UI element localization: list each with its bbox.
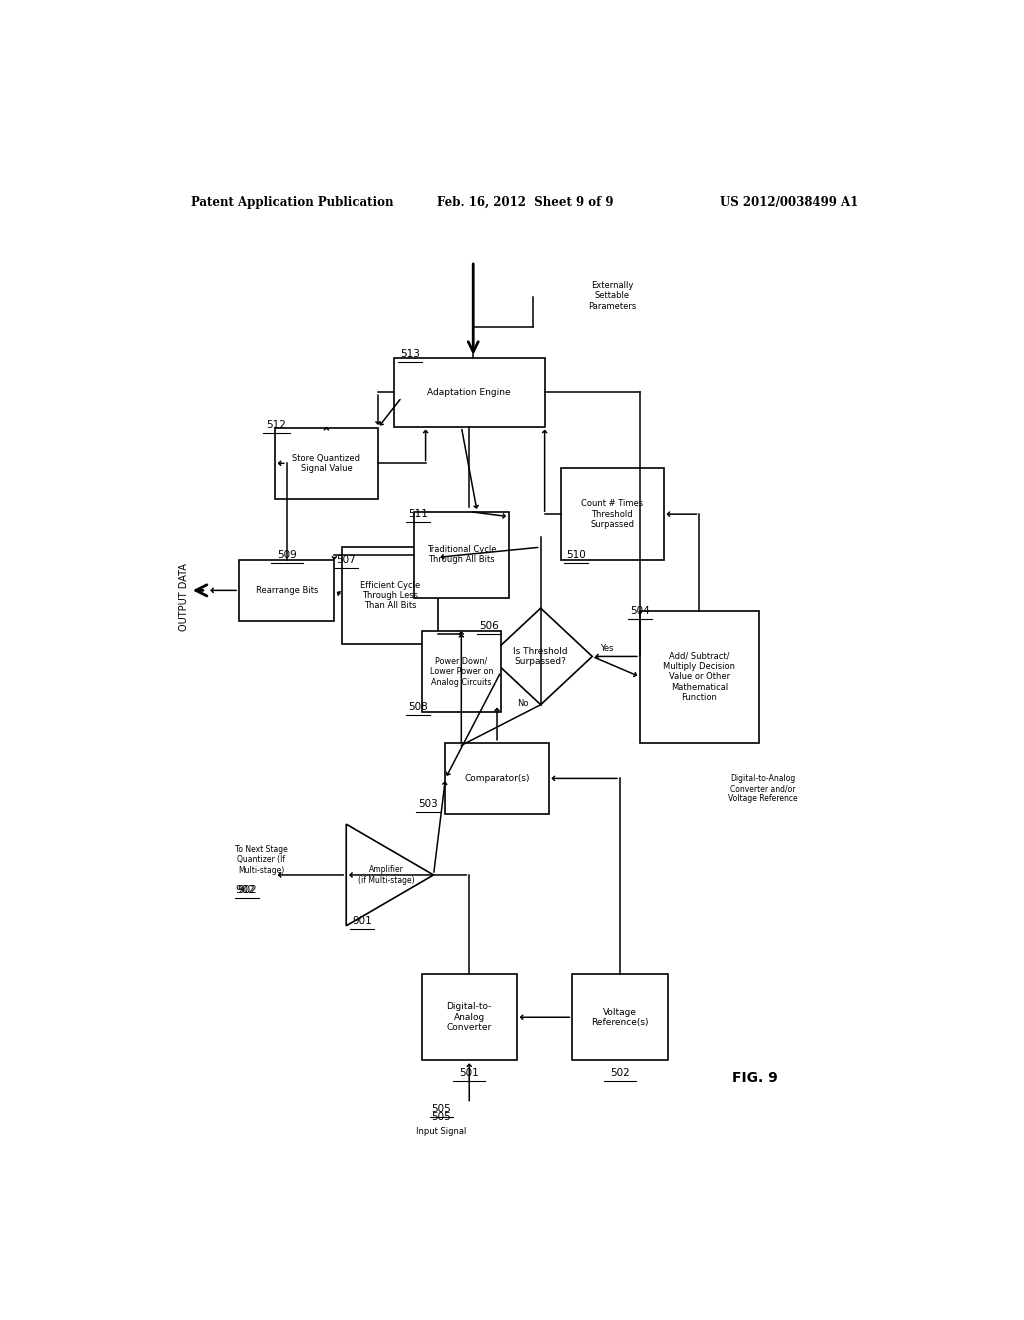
Text: Count # Times
Threshold
Surpassed: Count # Times Threshold Surpassed (581, 499, 643, 529)
Bar (274, 428, 378, 499)
Text: 902: 902 (238, 886, 257, 895)
Text: 513: 513 (399, 348, 420, 359)
Text: 506: 506 (479, 620, 499, 631)
Text: US 2012/0038499 A1: US 2012/0038499 A1 (720, 195, 858, 209)
Text: Externally
Settable
Parameters: Externally Settable Parameters (588, 281, 637, 310)
Text: Digital-to-
Analog
Converter: Digital-to- Analog Converter (446, 1002, 492, 1032)
Bar (414, 512, 509, 598)
Text: Efficient Cycle
Through Less
Than All Bits: Efficient Cycle Through Less Than All Bi… (359, 581, 420, 610)
Text: 507: 507 (336, 554, 356, 565)
Text: Rearrange Bits: Rearrange Bits (256, 586, 317, 595)
Bar (240, 560, 334, 620)
Bar (572, 974, 668, 1060)
Text: 902: 902 (236, 886, 255, 895)
Text: 511: 511 (408, 510, 428, 519)
Text: 503: 503 (418, 799, 438, 809)
Text: Voltage
Reference(s): Voltage Reference(s) (591, 1007, 649, 1027)
Text: Traditional Cycle
Through All Bits: Traditional Cycle Through All Bits (427, 545, 496, 565)
Text: 505: 505 (431, 1111, 452, 1122)
Text: Amplifier
(if Multi-stage): Amplifier (if Multi-stage) (357, 866, 415, 884)
Text: Feb. 16, 2012  Sheet 9 of 9: Feb. 16, 2012 Sheet 9 of 9 (436, 195, 613, 209)
Text: To Next Stage
Quantizer (If
Multi-stage): To Next Stage Quantizer (If Multi-stage) (234, 845, 288, 875)
Text: 501: 501 (460, 1068, 479, 1078)
Text: 901: 901 (352, 916, 372, 925)
Text: 505: 505 (431, 1104, 452, 1114)
Text: Add/ Subtract/
Multiply Decision
Value or Other
Mathematical
Function: Add/ Subtract/ Multiply Decision Value o… (664, 652, 735, 702)
Text: FIG. 9: FIG. 9 (732, 1072, 778, 1085)
Bar (422, 974, 517, 1060)
Text: Yes: Yes (600, 644, 613, 653)
Text: Patent Application Publication: Patent Application Publication (191, 195, 394, 209)
Text: Is Threshold
Surpassed?: Is Threshold Surpassed? (513, 647, 568, 667)
Bar (640, 611, 759, 743)
Text: Adaptation Engine: Adaptation Engine (427, 388, 511, 397)
Bar (394, 358, 545, 426)
Text: Power Down/
Lower Power on
Analog Circuits: Power Down/ Lower Power on Analog Circui… (429, 657, 494, 686)
Text: 508: 508 (408, 702, 428, 713)
Text: 512: 512 (266, 420, 287, 430)
Text: Comparator(s): Comparator(s) (464, 774, 529, 783)
Bar (445, 743, 549, 814)
Text: OUTPUT DATA: OUTPUT DATA (178, 564, 188, 631)
Text: 510: 510 (566, 550, 587, 560)
Text: 504: 504 (630, 606, 650, 615)
Text: Input Signal: Input Signal (417, 1126, 467, 1135)
Text: No: No (517, 700, 529, 708)
Text: 509: 509 (276, 550, 297, 560)
Text: Digital-to-Analog
Converter and/or
Voltage Reference: Digital-to-Analog Converter and/or Volta… (728, 774, 798, 804)
Bar (342, 548, 437, 644)
Bar (560, 469, 664, 560)
Text: Store Quantized
Signal Value: Store Quantized Signal Value (293, 454, 360, 473)
Bar (422, 631, 501, 713)
Text: 502: 502 (610, 1068, 630, 1078)
